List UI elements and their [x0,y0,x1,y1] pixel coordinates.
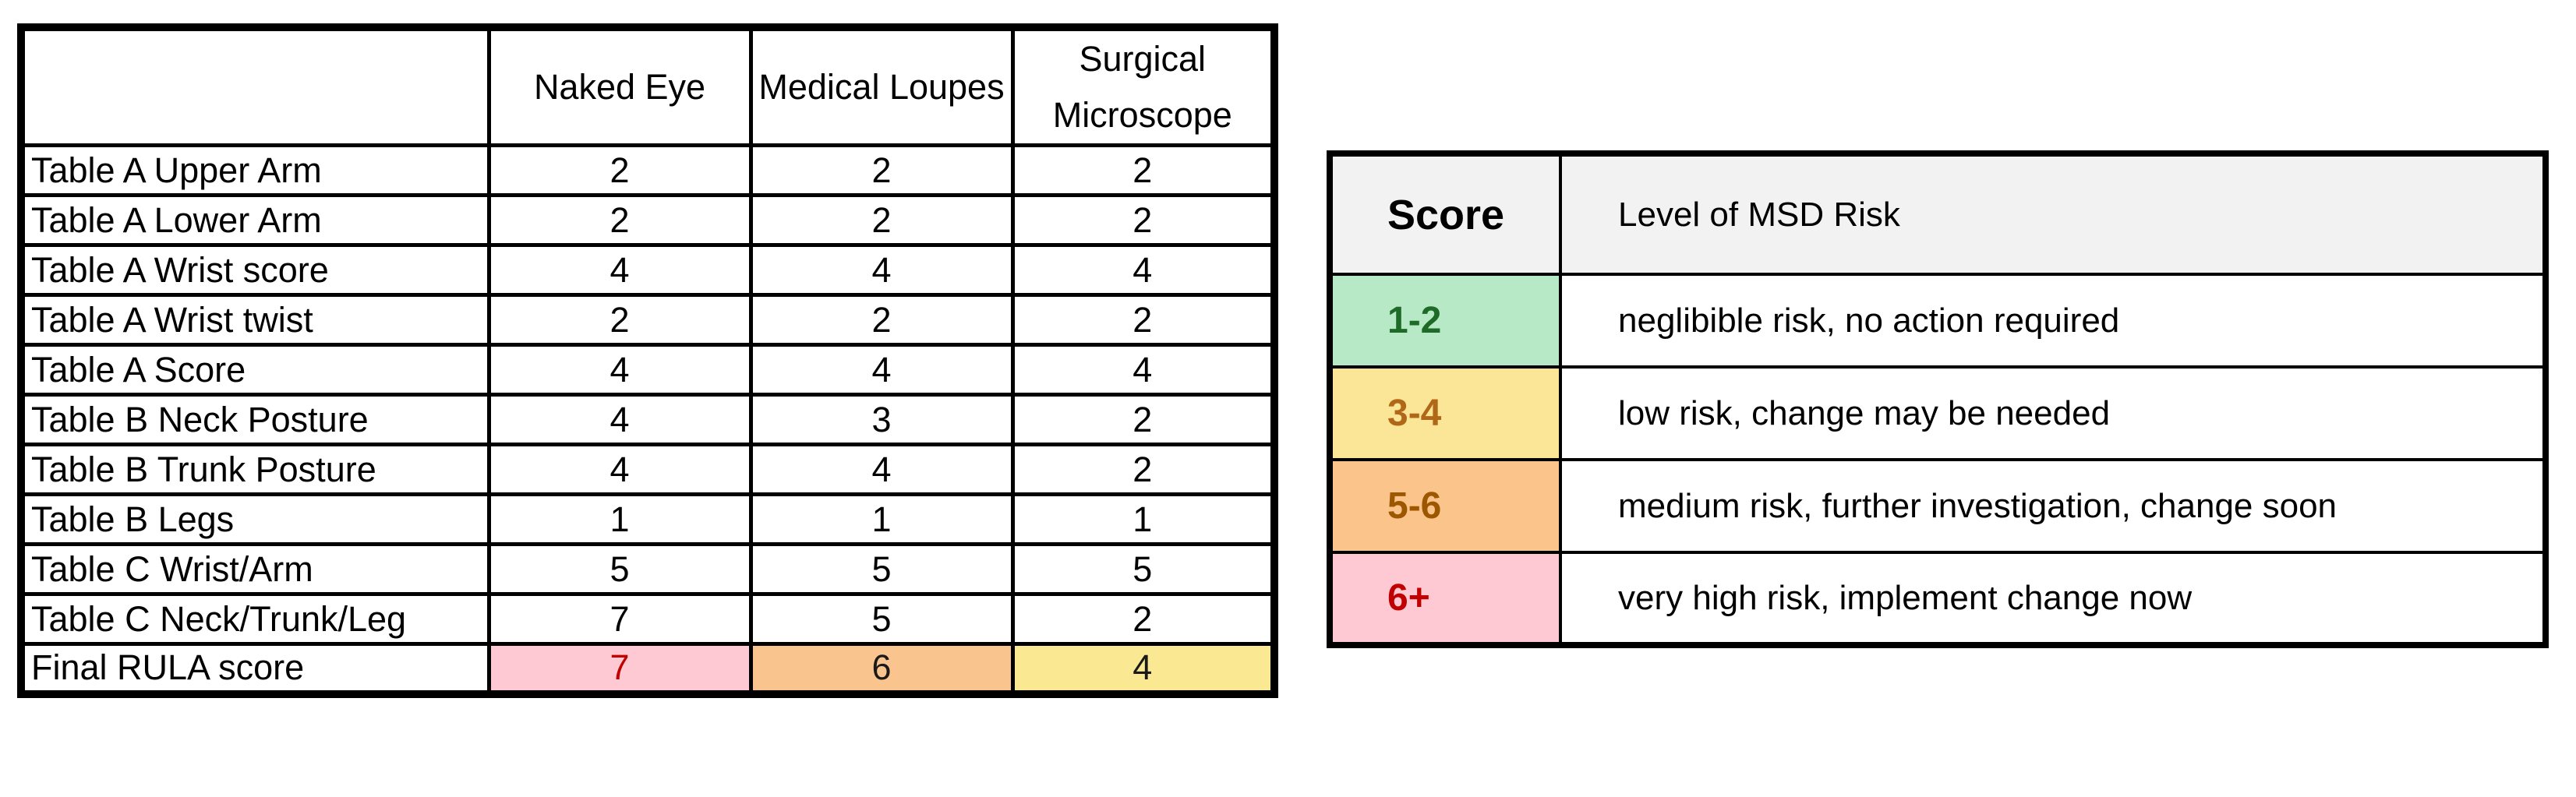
score-cell: 4 [1010,243,1277,297]
table-row: Table A Wrist score 4 4 4 [19,243,1277,297]
legend-score-cell: 3-4 [1328,365,1562,461]
row-label: Table B Trunk Posture [19,443,491,496]
column-header-surgical-microscope: Surgical Microscope [1010,25,1277,147]
legend-risk-label: low risk, change may be needed [1559,365,2547,461]
score-cell: 1 [1010,492,1277,546]
row-label: Table B Legs [19,492,491,546]
final-score-cell-naked-eye: 7 [486,642,753,696]
legend-row: 5-6 medium risk, further investigation, … [1328,458,2547,554]
msd-risk-legend-table: Score Level of MSD Risk 1-2 neglibible r… [1327,150,2549,648]
score-cell: 2 [748,193,1015,247]
score-cell: 2 [1010,443,1277,496]
legend-row: 1-2 neglibible risk, no action required [1328,273,2547,369]
score-cell: 2 [748,143,1015,197]
rula-header-row: Naked Eye Medical Loupes Surgical Micros… [19,25,1277,147]
legend-risk-label: medium risk, further investigation, chan… [1559,458,2547,554]
score-cell: 4 [486,343,753,397]
score-cell: 2 [486,293,753,347]
corner-empty-cell [19,25,491,147]
legend-score-cell: 5-6 [1328,458,1562,554]
score-cell: 2 [1010,193,1277,247]
score-cell: 7 [486,592,753,646]
score-cell: 2 [1010,143,1277,197]
legend-header-row: Score Level of MSD Risk [1328,152,2547,276]
final-rula-row: Final RULA score 7 6 4 [19,642,1277,696]
table-row: Table B Legs 1 1 1 [19,492,1277,546]
table-row: Table C Wrist/Arm 5 5 5 [19,542,1277,596]
legend-risk-label: very high risk, implement change now [1559,551,2547,647]
score-cell: 3 [748,393,1015,446]
score-cell: 2 [1010,393,1277,446]
score-cell: 5 [748,592,1015,646]
score-cell: 2 [486,193,753,247]
score-cell: 4 [748,243,1015,297]
score-cell: 2 [486,143,753,197]
score-cell: 5 [748,542,1015,596]
legend-header-risk: Level of MSD Risk [1559,152,2547,276]
table-row: Table C Neck/Trunk/Leg 7 5 2 [19,592,1277,646]
final-score-cell-medical-loupes: 6 [748,642,1015,696]
legend-row: 3-4 low risk, change may be needed [1328,365,2547,461]
score-cell: 2 [1010,293,1277,347]
score-cell: 4 [486,393,753,446]
row-label: Table C Wrist/Arm [19,542,491,596]
score-cell: 4 [748,443,1015,496]
score-cell: 4 [486,443,753,496]
score-cell: 1 [486,492,753,546]
score-cell: 4 [1010,343,1277,397]
score-cell: 2 [748,293,1015,347]
table-row: Table A Upper Arm 2 2 2 [19,143,1277,197]
row-label: Table B Neck Posture [19,393,491,446]
legend-header-score: Score [1328,152,1562,276]
legend-risk-label: neglibible risk, no action required [1559,273,2547,369]
table-row: Table B Trunk Posture 4 4 2 [19,443,1277,496]
legend-score-cell: 1-2 [1328,273,1562,369]
row-label: Final RULA score [19,642,491,696]
score-cell: 5 [486,542,753,596]
rula-scores-table: Naked Eye Medical Loupes Surgical Micros… [17,23,1278,698]
table-row: Table B Neck Posture 4 3 2 [19,393,1277,446]
score-cell: 1 [748,492,1015,546]
score-cell: 4 [486,243,753,297]
row-label: Table C Neck/Trunk/Leg [19,592,491,646]
column-header-naked-eye: Naked Eye [486,25,753,147]
table-row: Table A Lower Arm 2 2 2 [19,193,1277,247]
table-row: Table A Score 4 4 4 [19,343,1277,397]
score-cell: 4 [748,343,1015,397]
row-label: Table A Upper Arm [19,143,491,197]
column-header-medical-loupes: Medical Loupes [748,25,1015,147]
row-label: Table A Lower Arm [19,193,491,247]
row-label: Table A Wrist score [19,243,491,297]
final-score-cell-surgical-microscope: 4 [1010,642,1277,696]
legend-score-cell: 6+ [1328,551,1562,647]
row-label: Table A Score [19,343,491,397]
legend-row: 6+ very high risk, implement change now [1328,551,2547,647]
row-label: Table A Wrist twist [19,293,491,347]
score-cell: 2 [1010,592,1277,646]
score-cell: 5 [1010,542,1277,596]
table-row: Table A Wrist twist 2 2 2 [19,293,1277,347]
